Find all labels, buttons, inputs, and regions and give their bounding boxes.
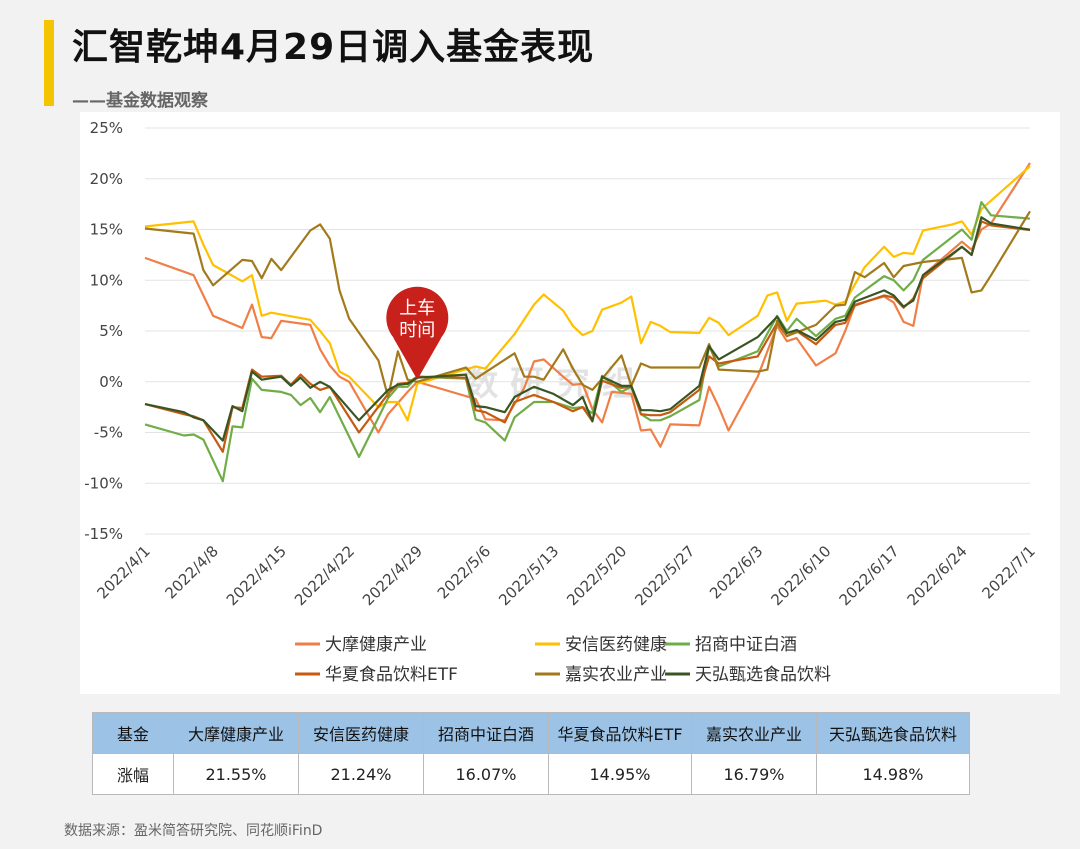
x-tick-label: 2022/5/20 xyxy=(563,542,630,609)
y-tick-label: 0% xyxy=(99,373,123,391)
callout-label: 时间 xyxy=(399,320,435,341)
y-tick-label: -5% xyxy=(94,424,123,442)
table-col-header: 天弘甄选食品饮料 xyxy=(816,712,970,754)
callout-label: 上车 xyxy=(399,298,435,319)
table-row-label: 涨幅 xyxy=(92,753,174,795)
series-line xyxy=(144,216,1031,442)
table-cell: 21.24% xyxy=(298,753,424,795)
table-cell: 14.98% xyxy=(816,753,970,795)
callout-marker xyxy=(386,286,449,349)
x-tick-label: 2022/4/8 xyxy=(162,542,222,602)
x-tick-label: 2022/6/10 xyxy=(767,542,834,609)
x-tick-label: 2022/4/22 xyxy=(291,542,358,609)
y-tick-label: 25% xyxy=(90,119,123,137)
table-cell: 21.55% xyxy=(173,753,299,795)
legend-label: 大摩健康产业 xyxy=(325,635,427,655)
series-line xyxy=(144,201,1031,483)
data-source-note: 数据来源：盈米简答研究院、同花顺iFinD xyxy=(64,823,323,839)
table-col-header: 安信医药健康 xyxy=(298,712,424,754)
series-line xyxy=(144,162,1031,448)
x-tick-label: 2022/5/6 xyxy=(434,542,494,602)
legend-label: 华夏食品饮料ETF xyxy=(325,665,458,685)
y-tick-label: 5% xyxy=(99,322,123,340)
y-tick-label: 20% xyxy=(90,170,123,188)
performance-table: 基金 大摩健康产业 安信医药健康 招商中证白酒 华夏食品饮料ETF 嘉实农业产业… xyxy=(92,712,970,795)
x-tick-label: 2022/6/24 xyxy=(904,542,971,609)
y-tick-label: -15% xyxy=(84,525,123,543)
table-cell: 16.07% xyxy=(423,753,549,795)
x-tick-label: 2022/4/15 xyxy=(223,542,290,609)
x-tick-label: 2022/6/3 xyxy=(706,542,766,602)
x-tick-label: 2022/5/27 xyxy=(631,542,698,609)
series-line xyxy=(144,165,1031,422)
table-col-header: 招商中证白酒 xyxy=(423,712,549,754)
chart-panel: 25% 20% 15% 10% 5% 0% -5% -10% -15% 数 研 究 组 2022/4… xyxy=(80,112,1060,694)
series-line xyxy=(144,210,1031,399)
x-tick-label: 2022/4/1 xyxy=(93,542,153,602)
page-subtitle: ——基金数据观察 xyxy=(72,91,208,111)
page-title: 汇智乾坤4月29日调入基金表现 xyxy=(72,27,595,68)
y-tick-label: 15% xyxy=(90,221,123,239)
table-col-header: 华夏食品饮料ETF xyxy=(548,712,692,754)
legend-label: 安信医药健康 xyxy=(565,635,667,655)
table-header-row: 基金 大摩健康产业 安信医药健康 招商中证白酒 华夏食品饮料ETF 嘉实农业产业… xyxy=(92,712,970,754)
legend-label: 天弘甄选食品饮料 xyxy=(695,665,831,685)
table-col-header: 嘉实农业产业 xyxy=(691,712,817,754)
x-tick-label: 2022/7/1 xyxy=(978,542,1038,602)
legend-label: 招商中证白酒 xyxy=(695,635,797,655)
table-header-label: 基金 xyxy=(92,712,174,754)
table-cell: 16.79% xyxy=(691,753,817,795)
table-col-header: 大摩健康产业 xyxy=(173,712,299,754)
x-tick-label: 2022/6/17 xyxy=(836,542,903,609)
callout-pointer xyxy=(393,337,442,380)
x-tick-label: 2022/4/29 xyxy=(359,542,426,609)
table-row: 涨幅 21.55% 21.24% 16.07% 14.95% 16.79% 14… xyxy=(92,753,970,795)
legend-label: 嘉实农业产业 xyxy=(565,665,667,685)
y-tick-label: -10% xyxy=(84,474,123,492)
table-cell: 14.95% xyxy=(548,753,692,795)
x-tick-label: 2022/5/13 xyxy=(495,542,562,609)
line-chart: 25%20%15%10%5%0%-5%-10%-15%数 研 究 组2022/4… xyxy=(84,119,1039,685)
y-tick-label: 10% xyxy=(90,271,123,289)
title-accent-bar xyxy=(44,20,54,106)
